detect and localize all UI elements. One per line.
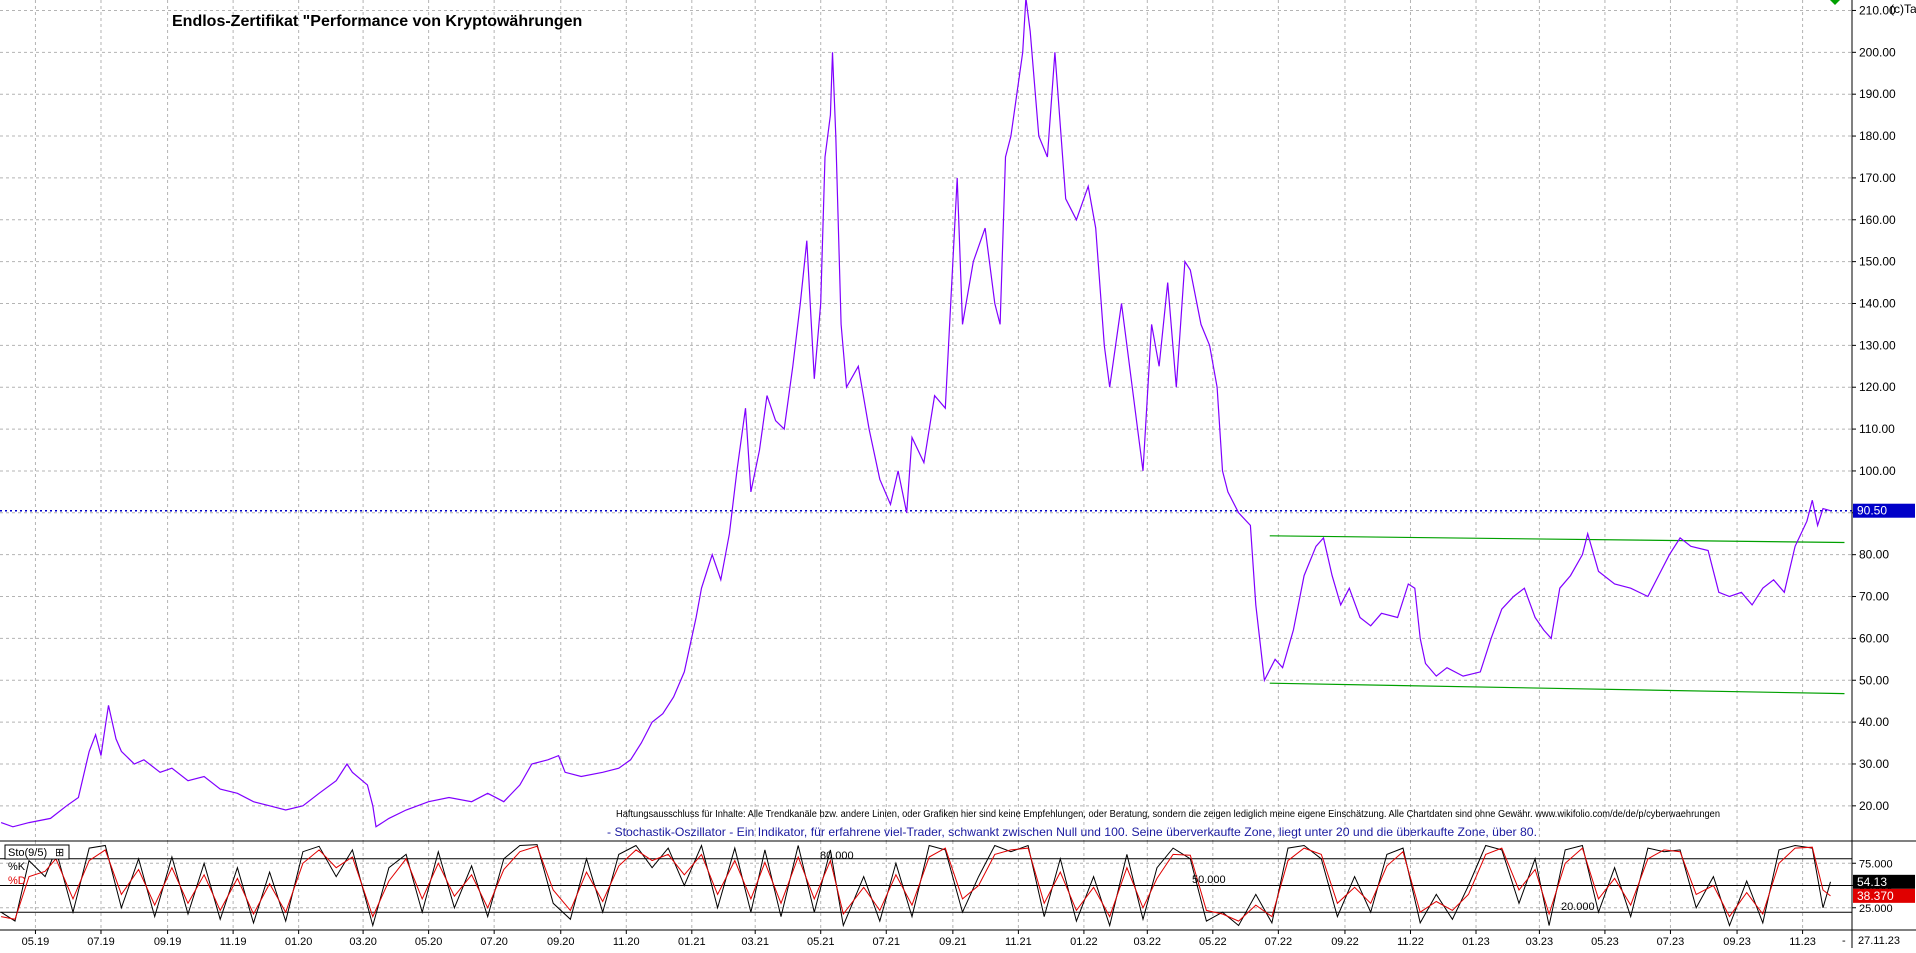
time-axis: 05.19 07.19 09.19 11.19 01.20 03.20 05.20 07.20…: [22, 930, 1816, 948]
level-80-label: 80.000: [820, 850, 854, 862]
x-tick-label: 11.23: [1789, 936, 1816, 948]
x-tick-label: 01.20: [285, 936, 313, 948]
y-tick-label: 160.00: [1859, 213, 1896, 227]
x-tick-label: 05.21: [807, 936, 835, 948]
y-tick-label: 70.00: [1859, 590, 1889, 604]
x-tick-label: 09.19: [154, 936, 182, 948]
x-tick-label: 03.22: [1134, 936, 1162, 948]
d-line: [1, 845, 1831, 922]
trend-line: [1269, 682, 1845, 695]
x-tick-label: 05.19: [22, 936, 50, 948]
y-tick-label: 50.00: [1859, 673, 1889, 687]
k-legend: %K: [8, 861, 26, 873]
price-tag-bg: [1853, 503, 1915, 518]
x-tick-label: 07.19: [87, 936, 115, 948]
d-value-tag-bg: [1853, 888, 1915, 903]
y-tick-label: 210.00: [1859, 3, 1896, 17]
oscillator-name: Sto(9/5): [8, 847, 47, 859]
x-tick-label: 07.23: [1657, 936, 1685, 948]
x-tick-label: 11.20: [613, 936, 640, 948]
copyright-label: (c)Tai-Pan: [1890, 2, 1916, 16]
last-date-label: 27.11.23: [1858, 935, 1900, 947]
indicator-arrow-icon: [1830, 0, 1840, 5]
y-tick-label: 190.00: [1859, 87, 1896, 101]
x-tick-label: 09.20: [547, 936, 575, 948]
y-tick-label: 200.00: [1859, 45, 1896, 59]
axis-dash: -: [1842, 935, 1846, 947]
level-20-label: 20.000: [1561, 901, 1595, 913]
price-series: [0, 0, 1831, 828]
y-tick-label: 180.00: [1859, 129, 1896, 143]
trend-line: [1269, 535, 1845, 544]
x-tick-label: 09.23: [1723, 936, 1751, 948]
osc-y-tick-label: 75.000: [1859, 858, 1893, 870]
chart-title: Endlos-Zertifikat "Performance von Krypt…: [172, 13, 582, 30]
y-tick-label: 170.00: [1859, 171, 1896, 185]
y-tick-label: 60.00: [1859, 631, 1889, 645]
oscillator-grid: [0, 841, 1852, 930]
x-tick-label: 09.22: [1331, 936, 1359, 948]
x-tick-label: 03.21: [741, 936, 769, 948]
k-value-tag-bg: [1853, 874, 1915, 889]
osc-y-tick-label: 25.000: [1859, 903, 1893, 915]
price-tag: 90.50: [1857, 504, 1887, 518]
x-tick-label: 07.21: [872, 936, 900, 948]
y-tick-label: 40.00: [1859, 715, 1889, 729]
x-tick-label: 01.23: [1462, 936, 1490, 948]
x-tick-label: 05.20: [415, 936, 443, 948]
x-tick-label: 07.20: [480, 936, 508, 948]
oscillator-note: - Stochastik-Oszillator - Ein Indikator,…: [607, 825, 1537, 839]
expand-icon[interactable]: ⊞: [55, 847, 64, 859]
x-tick-label: 05.22: [1199, 936, 1227, 948]
x-tick-label: 11.22: [1397, 936, 1424, 948]
price-line: [0, 0, 1831, 828]
y-tick-label: 130.00: [1859, 338, 1896, 352]
level-50-label: 50.000: [1192, 874, 1226, 886]
oscillator-series: [0, 843, 1831, 928]
x-tick-label: 11.21: [1005, 936, 1032, 948]
main-grid: [0, 0, 1852, 841]
price-axis: 20.0030.0040.0050.0060.0070.0080.0090.00…: [1852, 3, 1896, 813]
d-legend: %D: [8, 875, 26, 887]
oscillator-label-box[interactable]: Sto(9/5) ⊞: [4, 844, 70, 860]
d-value-tag: 38.370: [1857, 889, 1894, 903]
y-tick-label: 20.00: [1859, 799, 1889, 813]
y-tick-label: 110.00: [1859, 422, 1895, 436]
x-tick-label: 01.21: [678, 936, 706, 948]
x-tick-label: 03.23: [1526, 936, 1554, 948]
y-tick-label: 140.00: [1859, 296, 1896, 310]
x-tick-label: 01.22: [1070, 936, 1098, 948]
x-tick-label: 11.19: [220, 936, 247, 948]
y-tick-label: 30.00: [1859, 757, 1889, 771]
disclaimer-text: Haftungsausschluss für Inhalte: Alle Tre…: [616, 809, 1720, 820]
y-tick-label: 120.00: [1859, 380, 1896, 394]
y-tick-label: 80.00: [1859, 548, 1889, 562]
x-tick-label: 09.21: [939, 936, 967, 948]
x-tick-label: 05.23: [1591, 936, 1619, 948]
trend-channel: [1269, 535, 1845, 695]
k-value-tag: 54.13: [1857, 875, 1887, 889]
x-tick-label: 03.20: [349, 936, 377, 948]
y-tick-label: 100.00: [1859, 464, 1896, 478]
y-tick-label: 150.00: [1859, 255, 1896, 269]
x-tick-label: 07.22: [1265, 936, 1293, 948]
